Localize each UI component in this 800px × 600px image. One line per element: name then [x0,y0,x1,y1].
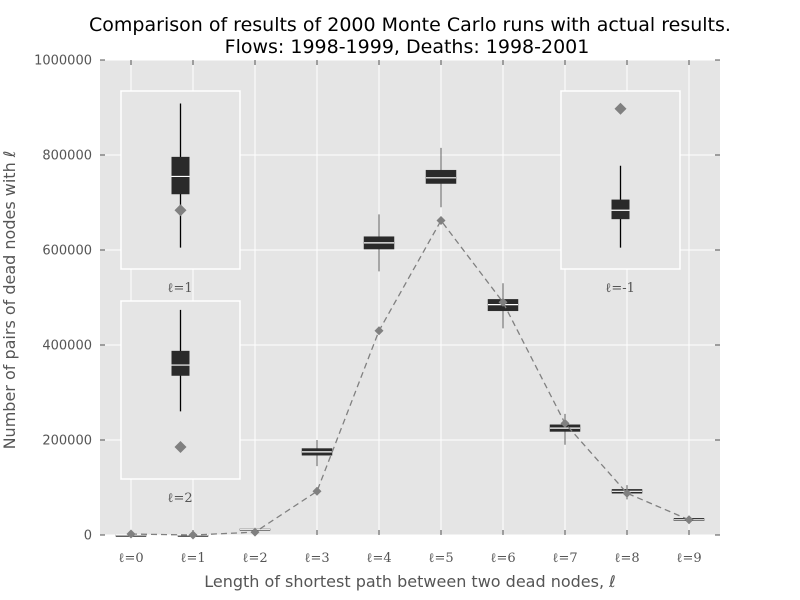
actual-marker [250,527,260,537]
inset: ℓ=1 [120,90,241,296]
x-axis-label: Length of shortest path between two dead… [204,572,616,591]
y-tick-label: 400000 [42,339,92,354]
y-tick-label: 600000 [42,244,92,259]
inset-actual-marker [174,440,187,453]
inset: ℓ=2 [120,300,241,506]
inset-box [171,156,190,195]
inset-label: ℓ=2 [167,491,192,506]
y-tick-label: 200000 [42,434,92,449]
y-tick-label: 800000 [42,149,92,164]
inset-box [171,350,190,376]
inset-label: ℓ=-1 [605,281,635,296]
x-tick-label: ℓ=2 [242,551,267,566]
y-tick-label: 1000000 [34,54,92,69]
y-axis-label: Number of pairs of dead nodes with ℓ [0,151,19,450]
x-tick-label: ℓ=8 [614,551,639,566]
actual-marker [684,515,694,525]
box-iqr [425,169,457,184]
actual-marker [188,530,198,540]
x-ticks: ℓ=0 ℓ=1 ℓ=2 ℓ=3 ℓ=4 ℓ=5 ℓ=6 ℓ=7 ℓ=8 ℓ=9 [118,60,702,566]
inset-label: ℓ=1 [167,281,192,296]
x-tick-label: ℓ=0 [118,551,143,566]
actual-marker [436,216,446,226]
actual-marker [498,297,508,307]
y-tick-label: 0 [84,529,92,544]
x-tick-label: ℓ=9 [676,551,701,566]
insets: ℓ=1 ℓ=2 ℓ=-1 [120,90,681,506]
actual-marker [560,418,570,428]
y-ticks: 0 200000 400000 600000 800000 1000000 [34,54,720,544]
x-tick-label: ℓ=3 [304,551,329,566]
x-tick-label: ℓ=7 [552,551,577,566]
actual-marker [622,488,632,498]
inset: ℓ=-1 [560,90,681,296]
actual-results [126,216,694,540]
x-tick-label: ℓ=6 [490,551,515,566]
x-tick-label: ℓ=5 [428,551,453,566]
inset-actual-marker [174,204,187,217]
x-tick-label: ℓ=4 [366,551,391,566]
actual-marker [374,326,384,336]
chart-title: Comparison of results of 2000 Monte Carl… [89,14,731,36]
x-tick-label: ℓ=1 [180,551,205,566]
inset-box [611,199,630,220]
chart-subtitle: Flows: 1998-1999, Deaths: 1998-2001 [225,36,590,58]
actual-marker [126,529,136,539]
inset-actual-marker [614,102,627,115]
actual-marker [312,486,322,496]
actual-line [130,219,690,536]
